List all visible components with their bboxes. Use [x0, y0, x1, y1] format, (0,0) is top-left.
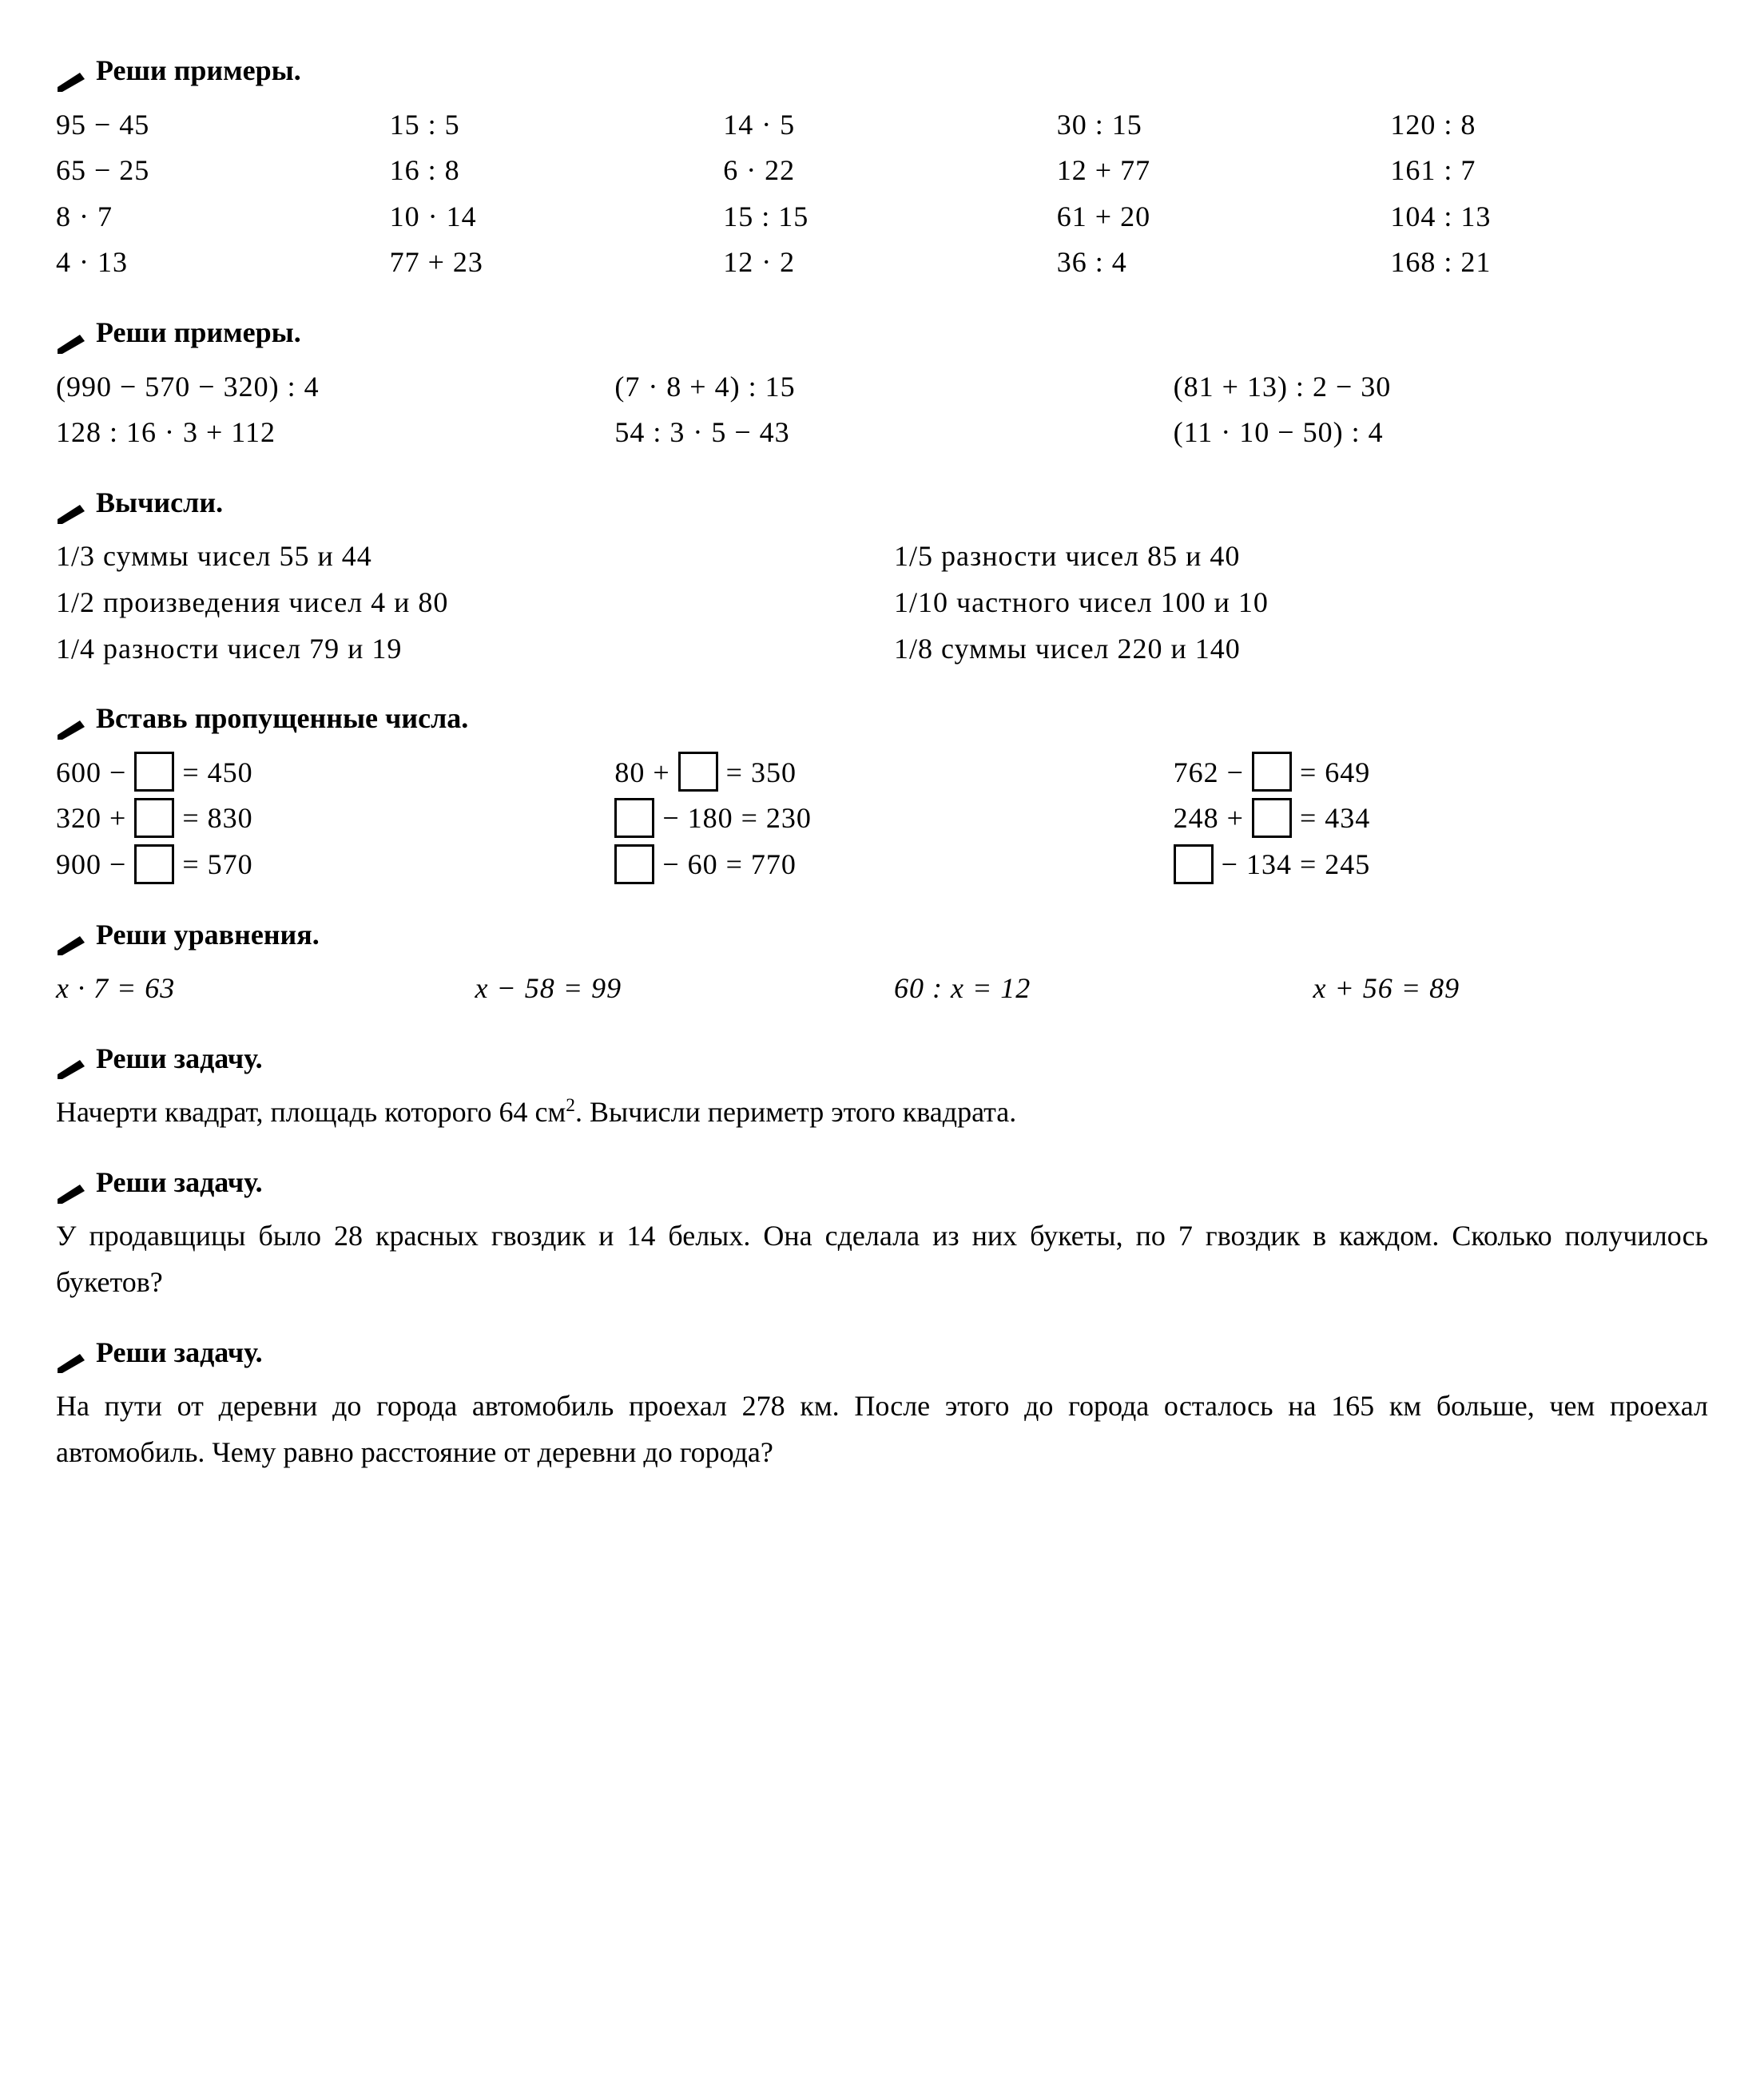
blank-box[interactable]	[134, 798, 174, 838]
pencil-icon	[56, 1341, 86, 1363]
blank-box[interactable]	[614, 798, 654, 838]
heading-text: Реши задачу.	[96, 1330, 263, 1376]
expr: 12 · 2	[723, 240, 1041, 286]
expr: 15 : 5	[390, 102, 708, 149]
heading: Вычисли.	[56, 480, 1708, 526]
expr: 36 : 4	[1057, 240, 1375, 286]
task-text: На пути от деревни до города автомобиль …	[56, 1383, 1708, 1475]
heading-text: Вставь пропущенные числа.	[96, 696, 468, 742]
expr: 30 : 15	[1057, 102, 1375, 149]
pencil-icon	[56, 322, 86, 344]
expr: (7 · 8 + 4) : 15	[614, 364, 1149, 411]
heading-text: Реши задачу.	[96, 1036, 263, 1082]
blank-expr: 80 + = 350	[614, 750, 1149, 796]
section-compute: Вычисли. 1/3 суммы чисел 55 и 441/2 прои…	[56, 480, 1708, 672]
section-equations: Реши уравнения. x · 7 = 63 x − 58 = 99 6…	[56, 912, 1708, 1012]
expr: 54 : 3 · 5 − 43	[614, 410, 1149, 456]
blank-box[interactable]	[134, 844, 174, 884]
expr: 16 : 8	[390, 148, 708, 194]
expr: 8 · 7	[56, 194, 374, 240]
pencil-icon	[56, 60, 86, 82]
expr: 120 : 8	[1390, 102, 1708, 149]
expr: 168 : 21	[1390, 240, 1708, 286]
task-text: Начерти квадрат, площадь которого 64 см2…	[56, 1090, 1708, 1136]
expr: 1/8 суммы чисел 220 и 140	[894, 626, 1708, 673]
equation: x − 58 = 99	[475, 966, 871, 1012]
pencil-icon	[56, 1172, 86, 1194]
heading: Вставь пропущенные числа.	[56, 696, 1708, 742]
expr: 1/10 частного чисел 100 и 10	[894, 580, 1708, 626]
task-text: У продавщицы было 28 красных гвоздик и 1…	[56, 1213, 1708, 1305]
expr: 65 − 25	[56, 148, 374, 194]
expr: 61 + 20	[1057, 194, 1375, 240]
expr: 6 · 22	[723, 148, 1041, 194]
expr: (990 − 570 − 320) : 4	[56, 364, 590, 411]
pencil-icon	[56, 492, 86, 514]
heading: Реши примеры.	[56, 310, 1708, 356]
expr: 12 + 77	[1057, 148, 1375, 194]
expr: 1/2 произведения чисел 4 и 80	[56, 580, 870, 626]
examples-grid: 95 − 4565 − 258 · 74 · 13 15 : 516 : 810…	[56, 102, 1708, 286]
equation: 60 : x = 12	[894, 966, 1289, 1012]
pencil-icon	[56, 708, 86, 730]
heading-text: Реши уравнения.	[96, 912, 320, 959]
pencil-icon	[56, 923, 86, 946]
expr: 128 : 16 · 3 + 112	[56, 410, 590, 456]
heading: Реши примеры.	[56, 48, 1708, 94]
expr: (81 + 13) : 2 − 30	[1174, 364, 1708, 411]
expr: (11 · 10 − 50) : 4	[1174, 410, 1708, 456]
expr: 1/5 разности чисел 85 и 40	[894, 534, 1708, 580]
expr: 95 − 45	[56, 102, 374, 149]
expr: 161 : 7	[1390, 148, 1708, 194]
examples-grid: (990 − 570 − 320) : 4128 : 16 · 3 + 112 …	[56, 364, 1708, 456]
blank-expr: 248 + = 434	[1174, 796, 1708, 842]
blank-expr: 900 − = 570	[56, 842, 590, 888]
equations-row: x · 7 = 63 x − 58 = 99 60 : x = 12 x + 5…	[56, 966, 1708, 1012]
blank-box[interactable]	[134, 752, 174, 792]
expr: 1/4 разности чисел 79 и 19	[56, 626, 870, 673]
heading: Реши задачу.	[56, 1036, 1708, 1082]
heading: Реши задачу.	[56, 1330, 1708, 1376]
heading-text: Реши примеры.	[96, 48, 301, 94]
heading-text: Реши задачу.	[96, 1160, 263, 1206]
blank-expr: 762 − = 649	[1174, 750, 1708, 796]
blank-expr: − 180 = 230	[614, 796, 1149, 842]
section-task-3: Реши задачу. На пути от деревни до город…	[56, 1330, 1708, 1476]
blank-box[interactable]	[1252, 752, 1292, 792]
expr: 10 · 14	[390, 194, 708, 240]
compute-grid: 1/3 суммы чисел 55 и 441/2 произведения …	[56, 534, 1708, 672]
blank-expr: − 60 = 770	[614, 842, 1149, 888]
blank-box[interactable]	[678, 752, 718, 792]
heading-text: Вычисли.	[96, 480, 223, 526]
superscript: 2	[566, 1095, 575, 1116]
equation: x · 7 = 63	[56, 966, 451, 1012]
blank-expr: 600 − = 450	[56, 750, 590, 796]
section-examples-2: Реши примеры. (990 − 570 − 320) : 4128 :…	[56, 310, 1708, 456]
expr: 4 · 13	[56, 240, 374, 286]
equation: x + 56 = 89	[1313, 966, 1709, 1012]
section-task-2: Реши задачу. У продавщицы было 28 красны…	[56, 1160, 1708, 1306]
blank-expr: − 134 = 245	[1174, 842, 1708, 888]
blank-box[interactable]	[1174, 844, 1214, 884]
section-examples-1: Реши примеры. 95 − 4565 − 258 · 74 · 13 …	[56, 48, 1708, 286]
expr: 14 · 5	[723, 102, 1041, 149]
section-fill-blanks: Вставь пропущенные числа. 600 − = 450 32…	[56, 696, 1708, 887]
blank-box[interactable]	[614, 844, 654, 884]
blank-box[interactable]	[1252, 798, 1292, 838]
heading: Реши задачу.	[56, 1160, 1708, 1206]
heading-text: Реши примеры.	[96, 310, 301, 356]
section-task-1: Реши задачу. Начерти квадрат, площадь ко…	[56, 1036, 1708, 1136]
blank-expr: 320 + = 830	[56, 796, 590, 842]
expr: 104 : 13	[1390, 194, 1708, 240]
blanks-grid: 600 − = 450 320 + = 830 900 − = 570 80 +…	[56, 750, 1708, 888]
expr: 1/3 суммы чисел 55 и 44	[56, 534, 870, 580]
expr: 77 + 23	[390, 240, 708, 286]
expr: 15 : 15	[723, 194, 1041, 240]
heading: Реши уравнения.	[56, 912, 1708, 959]
pencil-icon	[56, 1047, 86, 1070]
